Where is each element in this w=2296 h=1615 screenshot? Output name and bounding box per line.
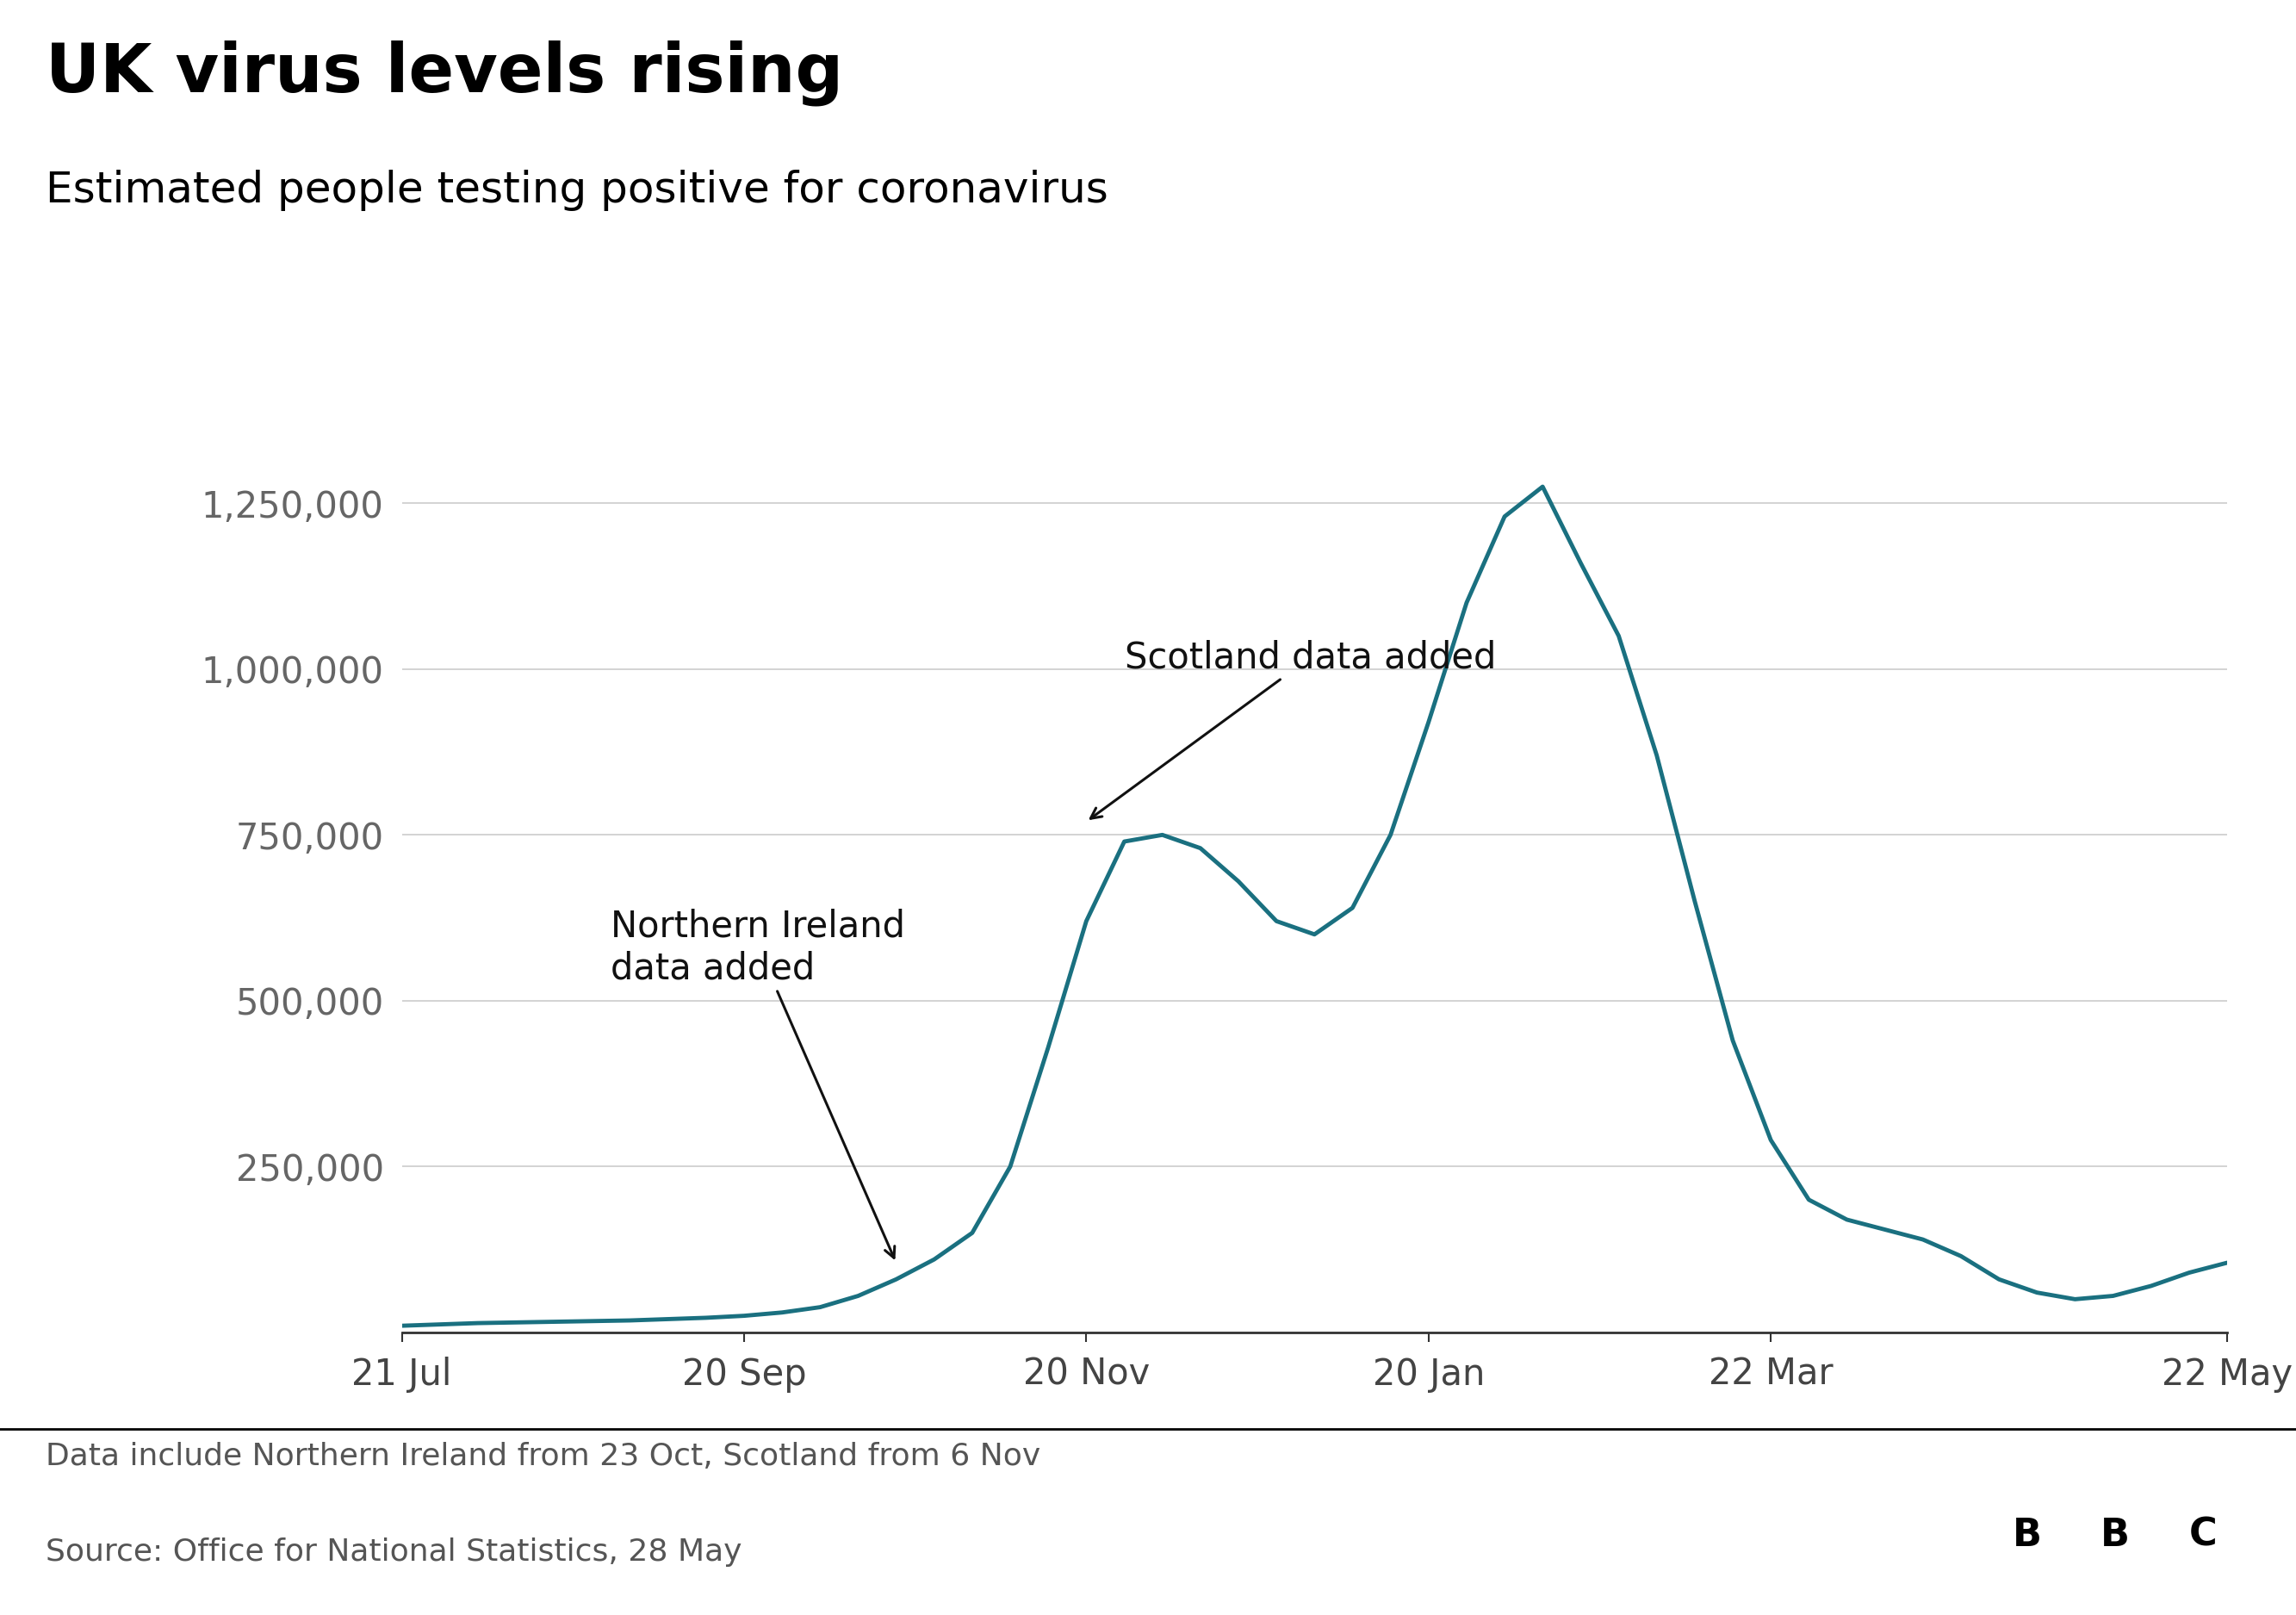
Text: Estimated people testing positive for coronavirus: Estimated people testing positive for co… xyxy=(46,170,1109,212)
Text: B: B xyxy=(2014,1516,2041,1554)
Bar xyxy=(2080,1483,2151,1588)
Text: B: B xyxy=(2101,1516,2131,1554)
Bar xyxy=(1991,1483,2064,1588)
Text: Northern Ireland
data added: Northern Ireland data added xyxy=(611,909,905,1258)
Text: C: C xyxy=(2190,1516,2218,1554)
Text: Scotland data added: Scotland data added xyxy=(1091,640,1495,819)
Text: Data include Northern Ireland from 23 Oct, Scotland from 6 Nov: Data include Northern Ireland from 23 Oc… xyxy=(46,1442,1040,1471)
Text: UK virus levels rising: UK virus levels rising xyxy=(46,40,843,107)
Text: Source: Office for National Statistics, 28 May: Source: Office for National Statistics, … xyxy=(46,1537,742,1567)
Bar xyxy=(2167,1483,2239,1588)
